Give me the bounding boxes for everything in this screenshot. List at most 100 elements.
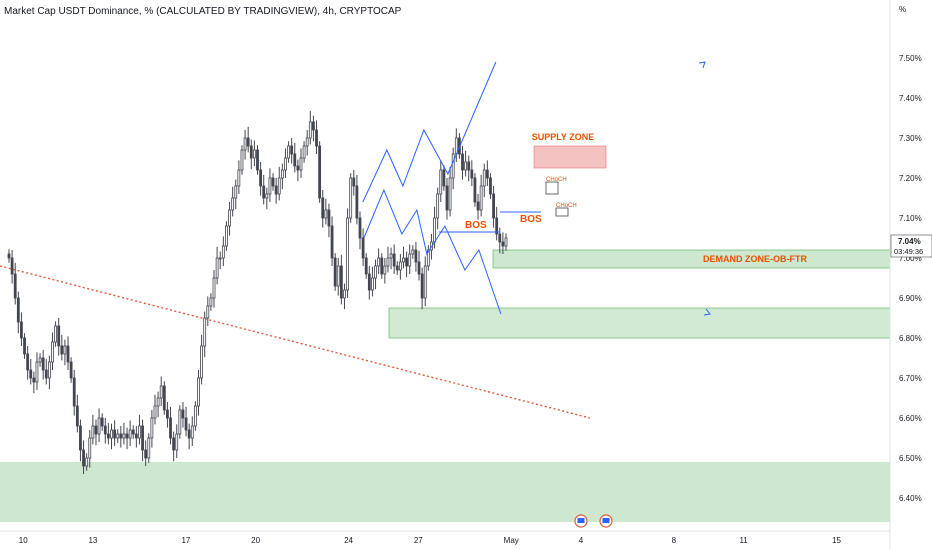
candle-down xyxy=(134,433,138,439)
candle-up xyxy=(436,193,440,219)
candle-up xyxy=(433,217,436,243)
candle-down xyxy=(380,257,384,275)
x-tick-label: 10 xyxy=(19,536,28,545)
candle-up xyxy=(234,185,238,199)
candle-up xyxy=(38,357,42,363)
demand-zone-ob-ftr xyxy=(492,249,891,269)
candle-up xyxy=(156,397,160,407)
candle-up xyxy=(277,177,281,195)
candle-down xyxy=(72,377,76,407)
current-price-value: 7.04% xyxy=(898,237,921,246)
candle-up xyxy=(128,429,132,439)
projection-path-up xyxy=(362,61,497,203)
candle-up xyxy=(504,237,508,247)
candle-up xyxy=(287,145,290,159)
candle-down xyxy=(166,409,169,419)
candle-down xyxy=(315,129,318,147)
candle-up xyxy=(63,345,67,355)
candle-up xyxy=(451,153,455,179)
candle-up xyxy=(482,169,486,187)
demand-zone-label: DEMAND ZONE-OB-FTR xyxy=(703,254,807,264)
candle-up xyxy=(110,429,113,439)
candle-down xyxy=(29,369,33,379)
candle-up xyxy=(197,377,200,407)
candle-down xyxy=(364,257,368,275)
candle-up xyxy=(215,257,219,279)
candle-down xyxy=(249,145,253,159)
candle-up xyxy=(343,289,346,299)
candle-down xyxy=(485,169,489,179)
x-tick-label: 24 xyxy=(344,536,353,545)
candle-up xyxy=(175,433,179,451)
candle-down xyxy=(467,161,471,171)
demand-zone-mid xyxy=(388,307,891,339)
candle-down xyxy=(131,429,135,435)
candle-down xyxy=(141,425,144,451)
candle-up xyxy=(308,121,312,139)
x-tick-label: 15 xyxy=(832,536,841,545)
y-tick-label: 7.20% xyxy=(899,174,922,183)
candle-up xyxy=(252,149,256,159)
candle-up xyxy=(88,437,92,459)
candle-down xyxy=(330,225,334,259)
trendline-dotted xyxy=(0,265,591,419)
candle-down xyxy=(184,417,188,431)
candle-up xyxy=(305,137,309,147)
candle-up xyxy=(371,277,374,291)
candle-up xyxy=(231,197,235,211)
event-flag-icon-inner xyxy=(577,518,585,523)
y-tick-label: 6.80% xyxy=(899,334,922,343)
candle-down xyxy=(169,417,172,439)
candle-up xyxy=(464,161,468,171)
candle-up xyxy=(237,169,241,187)
candle-down xyxy=(358,217,362,239)
candle-down xyxy=(355,185,359,219)
candle-up xyxy=(203,317,207,347)
candle-down xyxy=(296,165,300,171)
x-tick-label: May xyxy=(504,536,519,545)
candle-up xyxy=(212,277,216,299)
arrow-up-head xyxy=(698,61,706,69)
candle-down xyxy=(361,237,365,259)
y-tick-label: 7.00% xyxy=(899,254,922,263)
candle-down xyxy=(420,273,424,299)
candle-up xyxy=(178,409,182,435)
y-tick-label: 6.60% xyxy=(899,414,922,423)
candle-up xyxy=(153,405,157,419)
candle-down xyxy=(461,153,464,171)
choch-label-1: CHoCH xyxy=(546,177,567,183)
candle-up xyxy=(240,149,244,171)
x-tick-label: 20 xyxy=(251,536,260,545)
candle-up xyxy=(47,361,51,379)
candle-down xyxy=(57,325,61,347)
chart-title: Market Cap USDT Dominance, % (CALCULATED… xyxy=(4,6,402,17)
candle-down xyxy=(119,433,123,439)
candle-down xyxy=(259,169,263,187)
demand-zone-bottom xyxy=(0,462,890,522)
candle-up xyxy=(209,297,213,307)
candle-down xyxy=(495,217,499,235)
candle-down xyxy=(262,185,266,199)
candle-up xyxy=(439,169,443,195)
candle-up xyxy=(190,425,194,439)
candle-down xyxy=(367,273,371,291)
candle-up xyxy=(386,257,390,267)
candle-up xyxy=(85,457,89,467)
candle-down xyxy=(41,357,45,371)
candle-down xyxy=(405,257,409,267)
candle-down xyxy=(392,253,396,267)
y-tick-label: 7.50% xyxy=(899,54,922,63)
candle-up xyxy=(221,245,225,259)
candle-down xyxy=(162,385,166,411)
candle-up xyxy=(426,249,430,267)
candle-down xyxy=(113,429,117,439)
candle-up xyxy=(54,325,57,343)
candle-down xyxy=(476,201,480,211)
y-tick-label: 7.40% xyxy=(899,94,922,103)
projection-path-down xyxy=(363,188,502,315)
candle-down xyxy=(187,429,191,439)
candle-down xyxy=(489,177,492,195)
candle-down xyxy=(103,425,107,435)
candle-up xyxy=(200,345,203,379)
